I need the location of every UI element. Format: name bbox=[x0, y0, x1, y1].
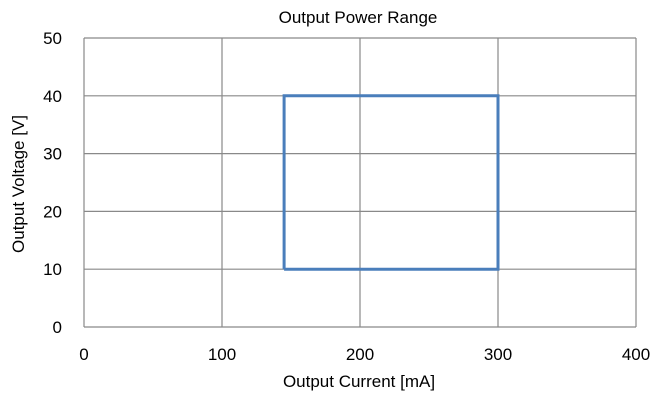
x-tick-label: 400 bbox=[622, 345, 650, 364]
y-tick-labels: 0 10 20 30 40 50 bbox=[43, 29, 62, 337]
x-tick-label: 0 bbox=[79, 345, 88, 364]
x-tick-label: 200 bbox=[346, 345, 374, 364]
y-tick-label: 0 bbox=[53, 318, 62, 337]
y-axis-title: Output Voltage [V] bbox=[9, 115, 28, 253]
chart-title: Output Power Range bbox=[279, 8, 438, 27]
series-line-0 bbox=[282, 94, 500, 271]
x-tick-labels: 0 100 200 300 400 bbox=[79, 345, 650, 364]
x-tick-label: 100 bbox=[208, 345, 236, 364]
y-tick-label: 50 bbox=[43, 29, 62, 48]
y-tick-label: 30 bbox=[43, 145, 62, 164]
grid bbox=[83, 37, 637, 328]
series-layer bbox=[282, 94, 500, 271]
y-tick-label: 20 bbox=[43, 202, 62, 221]
y-tick-label: 40 bbox=[43, 87, 62, 106]
x-tick-label: 300 bbox=[484, 345, 512, 364]
x-axis-title: Output Current [mA] bbox=[283, 372, 435, 391]
y-tick-label: 10 bbox=[43, 260, 62, 279]
